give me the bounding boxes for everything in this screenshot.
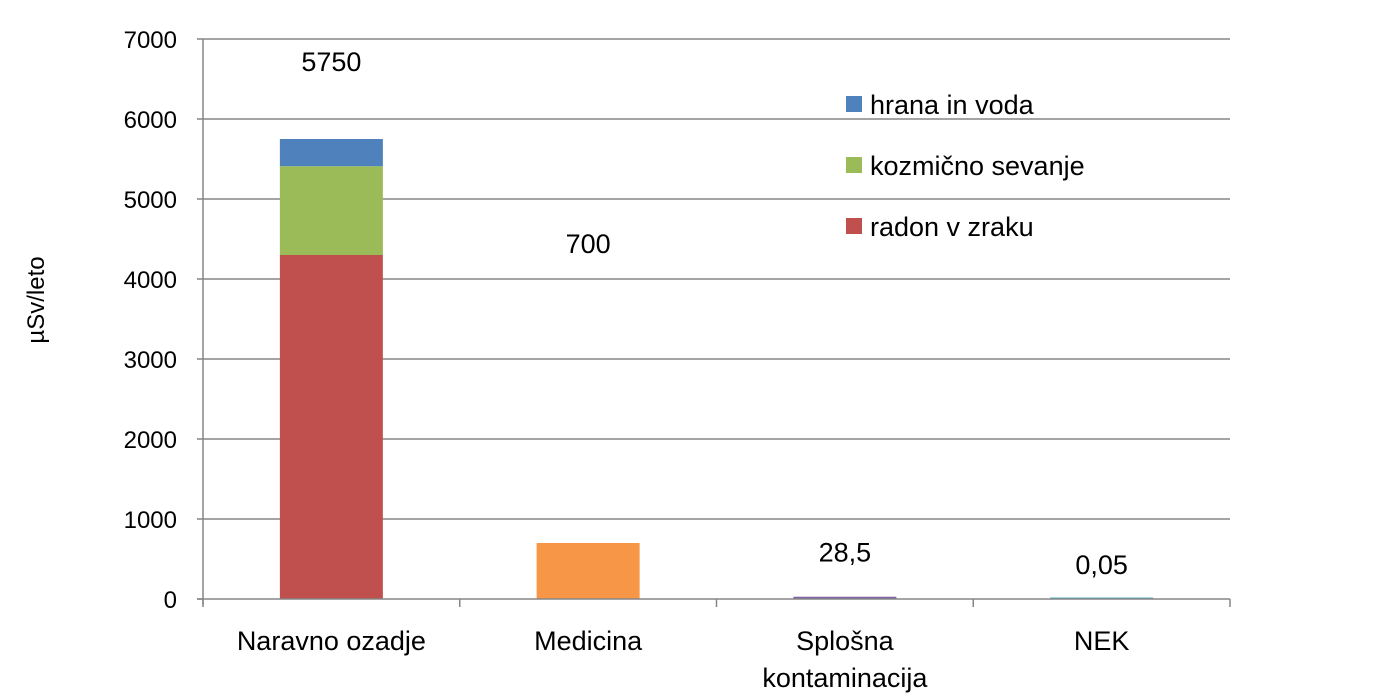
y-tick-label: 6000 — [124, 107, 177, 134]
x-category-label: NEK — [1074, 626, 1130, 656]
x-category-label: Medicina — [534, 626, 643, 656]
data-labels: 5750 700 28,5 0,05 — [301, 47, 1128, 580]
x-category-labels: Naravno ozadje Medicina Splošna kontaminaci… — [237, 626, 1130, 693]
bars — [279, 139, 1154, 599]
bar-segment — [793, 596, 897, 599]
y-tick-label: 0 — [164, 587, 177, 614]
legend-swatch — [846, 218, 862, 234]
data-label: 0,05 — [1075, 550, 1128, 580]
bar-segment — [536, 543, 640, 599]
legend-label: radon v zraku — [870, 212, 1034, 242]
y-tick-label: 4000 — [124, 267, 177, 294]
y-tick-label: 1000 — [124, 507, 177, 534]
data-label: 700 — [566, 229, 611, 259]
x-category-label: Naravno ozadje — [237, 626, 426, 656]
legend-swatch — [846, 157, 862, 173]
y-tick-label: 5000 — [124, 187, 177, 214]
data-label: 28,5 — [819, 538, 872, 568]
x-category-label: Splošna — [796, 626, 895, 656]
y-tick-labels: 0 1000 2000 3000 4000 5000 6000 7000 — [124, 27, 177, 614]
data-label: 5750 — [301, 47, 361, 77]
bar-segment — [279, 166, 383, 255]
legend-label: hrana in voda — [870, 90, 1035, 120]
bar-segment — [279, 139, 383, 167]
bar-segment — [279, 255, 383, 599]
legend-swatch — [846, 96, 862, 112]
y-tick-label: 3000 — [124, 347, 177, 374]
legend-label: kozmično sevanje — [870, 151, 1085, 181]
y-tick-label: 7000 — [124, 27, 177, 54]
legend: hrana in voda kozmično sevanje radon v zra… — [846, 90, 1085, 242]
axes — [197, 38, 1231, 607]
y-axis-title: µSv/leto — [23, 256, 50, 343]
y-tick-label: 2000 — [124, 427, 177, 454]
x-category-label: kontaminacija — [762, 663, 928, 693]
